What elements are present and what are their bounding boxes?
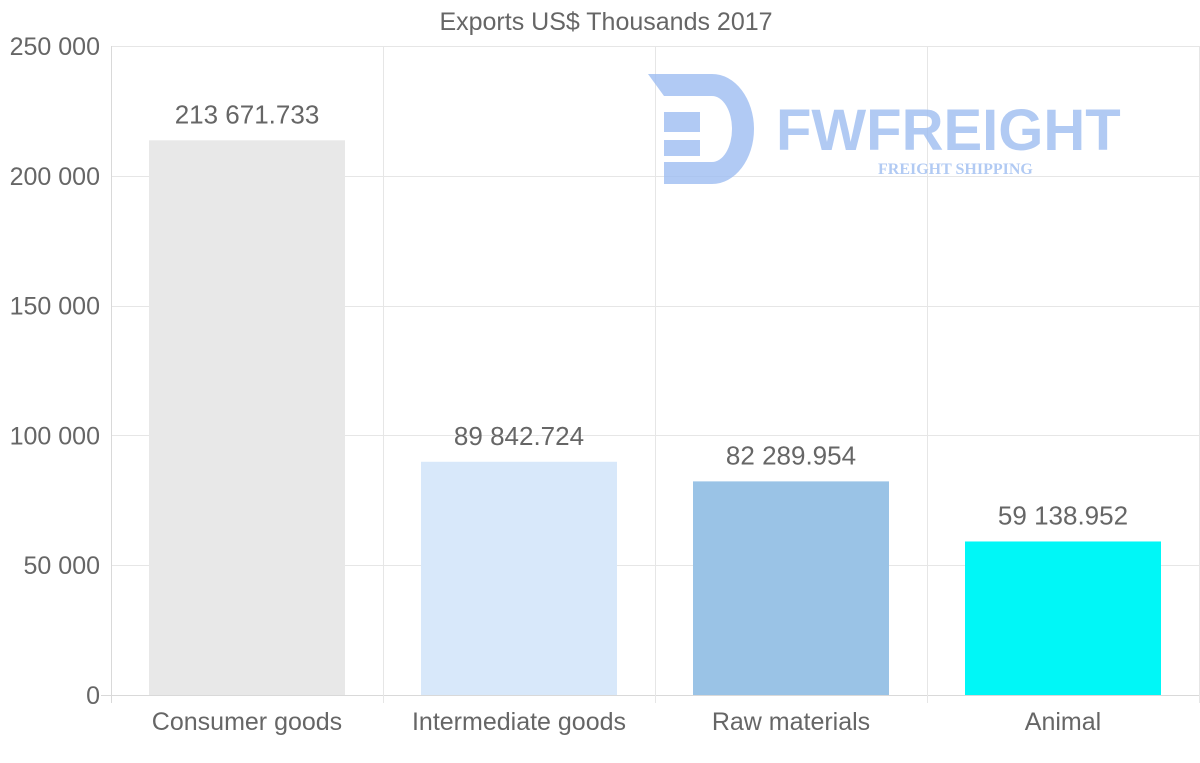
x-tick-label: Intermediate goods (412, 708, 626, 736)
y-tick-label: 150 000 (10, 293, 100, 321)
bar-value-label: 213 671.733 (175, 99, 320, 129)
x-tick-label: Raw materials (712, 708, 870, 736)
chart-title: Exports US$ Thousands 2017 (439, 8, 772, 36)
y-tick-label: 250 000 (10, 33, 100, 61)
bar (149, 140, 345, 696)
watermark-logo: FWFREIGHT FREIGHT SHIPPING (648, 74, 1121, 184)
bar (965, 541, 1161, 695)
x-tick-label: Consumer goods (152, 708, 342, 736)
bar-value-label: 59 138.952 (998, 500, 1128, 530)
y-tick-label: 100 000 (10, 422, 100, 450)
bar-value-label: 89 842.724 (454, 421, 584, 451)
bar-value-label: 82 289.954 (726, 440, 856, 470)
x-axis-ticks: Consumer goods Intermediate goods Raw mate… (152, 708, 1101, 736)
y-tick-label: 50 000 (24, 552, 100, 580)
bars: 213 671.733 89 842.724 82 289.954 59 138.95… (149, 99, 1161, 696)
watermark-tagline: FREIGHT SHIPPING (878, 161, 1033, 178)
y-tick-label: 200 000 (10, 163, 100, 191)
watermark-logo-icon (648, 74, 754, 184)
bar (693, 481, 889, 695)
x-tick-label: Animal (1025, 708, 1101, 736)
bar (421, 461, 617, 695)
watermark-name: FWFREIGHT (776, 98, 1121, 163)
y-axis-ticks: 0 50 000 100 000 150 000 200 000 250 000 (10, 33, 100, 710)
y-tick-label: 0 (86, 682, 100, 710)
